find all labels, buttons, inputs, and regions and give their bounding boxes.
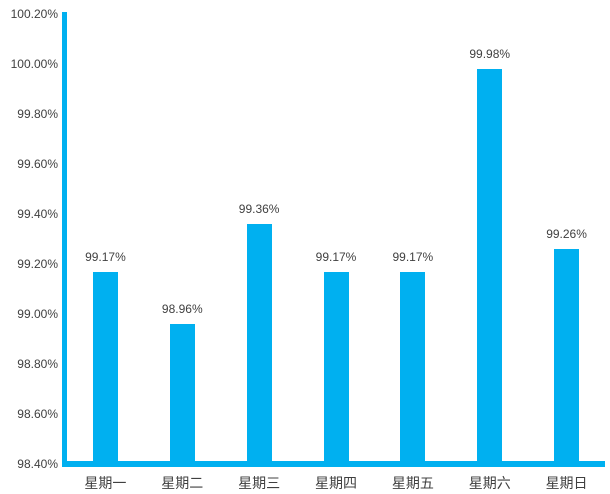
x-axis-label: 星期六 [468, 475, 511, 491]
bar [169, 324, 195, 463]
x-axis-label: 星期二 [161, 475, 204, 491]
y-axis-tick-label: 99.80% [17, 107, 58, 121]
bar-value-label: 99.17% [315, 249, 357, 264]
x-axis-label: 星期日 [545, 475, 588, 491]
x-axis-line [62, 461, 605, 467]
y-axis-tick-label: 99.60% [17, 157, 58, 171]
bar-value-label: 99.17% [85, 249, 126, 264]
y-axis-tick-label: 100.00% [10, 57, 58, 71]
bar [400, 271, 426, 463]
y-axis-tick-label: 99.00% [17, 307, 58, 321]
bar-value-label: 99.17% [392, 249, 434, 264]
y-axis-tick-label: 98.60% [17, 407, 58, 421]
y-axis-tick-label: 98.40% [17, 457, 58, 471]
y-axis-line [62, 12, 67, 467]
bar-value-label: 99.36% [238, 202, 280, 216]
y-axis-tick-label: 100.20% [10, 7, 58, 21]
y-axis-tick-label: 98.80% [17, 357, 58, 371]
x-axis-label: 星期五 [391, 475, 434, 491]
bar-value-label: 99.26% [546, 227, 587, 241]
bar [554, 249, 580, 463]
y-axis-tick-label: 99.40% [17, 207, 58, 221]
bar [92, 271, 118, 463]
bar [477, 69, 503, 463]
bar [246, 224, 272, 463]
x-axis-label: 星期四 [315, 475, 357, 491]
bar-value-label: 99.98% [469, 47, 511, 61]
bar [323, 271, 349, 463]
y-axis-tick-label: 99.20% [17, 257, 58, 271]
x-axis-label: 星期一 [84, 475, 127, 491]
bar-value-label: 98.96% [161, 302, 203, 316]
x-axis-label: 星期三 [238, 475, 281, 491]
